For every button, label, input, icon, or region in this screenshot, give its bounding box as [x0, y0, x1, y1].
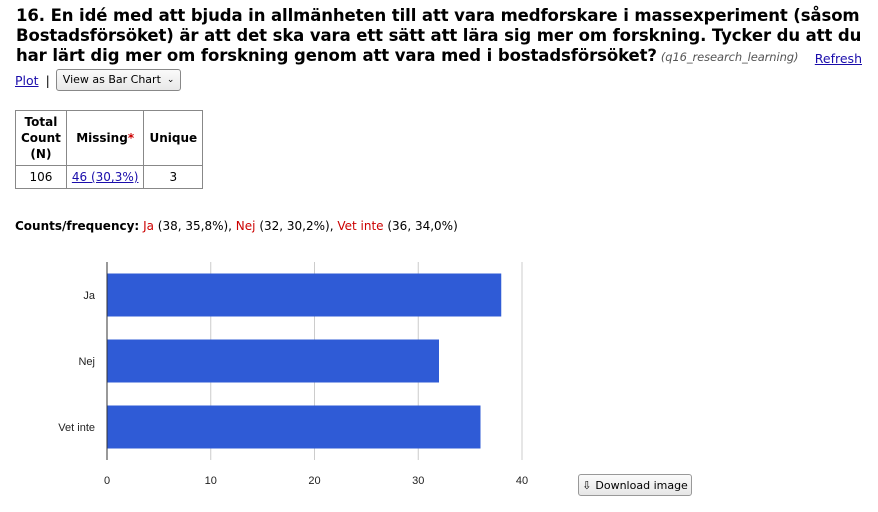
view-as-select-value: View as Bar Chart: [62, 73, 161, 86]
download-image-label: Download image: [595, 478, 688, 492]
header-missing-label: Missing: [76, 131, 128, 145]
count-cat-vet-inte: Vet inte: [337, 219, 384, 233]
bar-nej: [107, 339, 439, 383]
value-total-count: 106: [15, 165, 67, 189]
value-unique: 3: [143, 165, 204, 189]
counts-label: Counts/frequency:: [15, 219, 140, 233]
question-title: 16. En idé med att bjuda in allmänheten …: [16, 6, 868, 67]
value-missing: 46 (30,3%): [65, 165, 145, 189]
x-tick-label: 0: [104, 475, 110, 487]
count-cat-ja: Ja: [143, 219, 154, 233]
count-detail-ja: (38, 35,8%),: [153, 219, 236, 233]
count-detail-nej: (32, 30,2%),: [255, 219, 338, 233]
download-image-button[interactable]: ⇩ Download image: [578, 474, 692, 496]
x-tick-label: 20: [308, 475, 320, 487]
plot-link[interactable]: Plot: [15, 72, 39, 88]
category-label: Ja: [83, 290, 96, 302]
category-label: Nej: [78, 356, 95, 368]
download-icon: ⇩: [582, 478, 592, 492]
x-tick-label: 10: [205, 475, 217, 487]
count-cat-nej: Nej: [235, 219, 256, 233]
required-asterisk: *: [127, 131, 135, 145]
stats-table: Total Count (N) Missing* Unique 106 46 (…: [15, 110, 204, 189]
bar-vet-inte: [107, 405, 481, 449]
bar-chart: Ja Nej Vet inte 0 10 20 30 40: [58, 262, 528, 487]
question-text: 16. En idé med att bjuda in allmänheten …: [16, 6, 862, 65]
refresh-link[interactable]: Refresh: [808, 51, 862, 66]
plot-controls: Plot | View as Bar Chart ⌄: [15, 69, 182, 91]
view-as-select[interactable]: View as Bar Chart ⌄: [55, 69, 182, 91]
separator: |: [45, 72, 50, 88]
header-total-count: Total Count (N): [15, 110, 67, 166]
category-label: Vet inte: [58, 422, 95, 434]
counts-frequency: Counts/frequency: Ja (38, 35,8%), Nej (3…: [15, 219, 458, 233]
count-detail-vet-inte: (36, 34,0%): [383, 219, 458, 233]
x-tick-label: 40: [516, 475, 528, 487]
header-missing: Missing*: [65, 110, 145, 166]
x-tick-label: 30: [412, 475, 424, 487]
missing-link[interactable]: 46 (30,3%): [71, 170, 139, 184]
bar-ja: [107, 273, 502, 317]
question-code: (q16_research_learning): [660, 50, 799, 64]
chevron-down-icon: ⌄: [166, 74, 175, 85]
header-unique: Unique: [143, 110, 204, 166]
